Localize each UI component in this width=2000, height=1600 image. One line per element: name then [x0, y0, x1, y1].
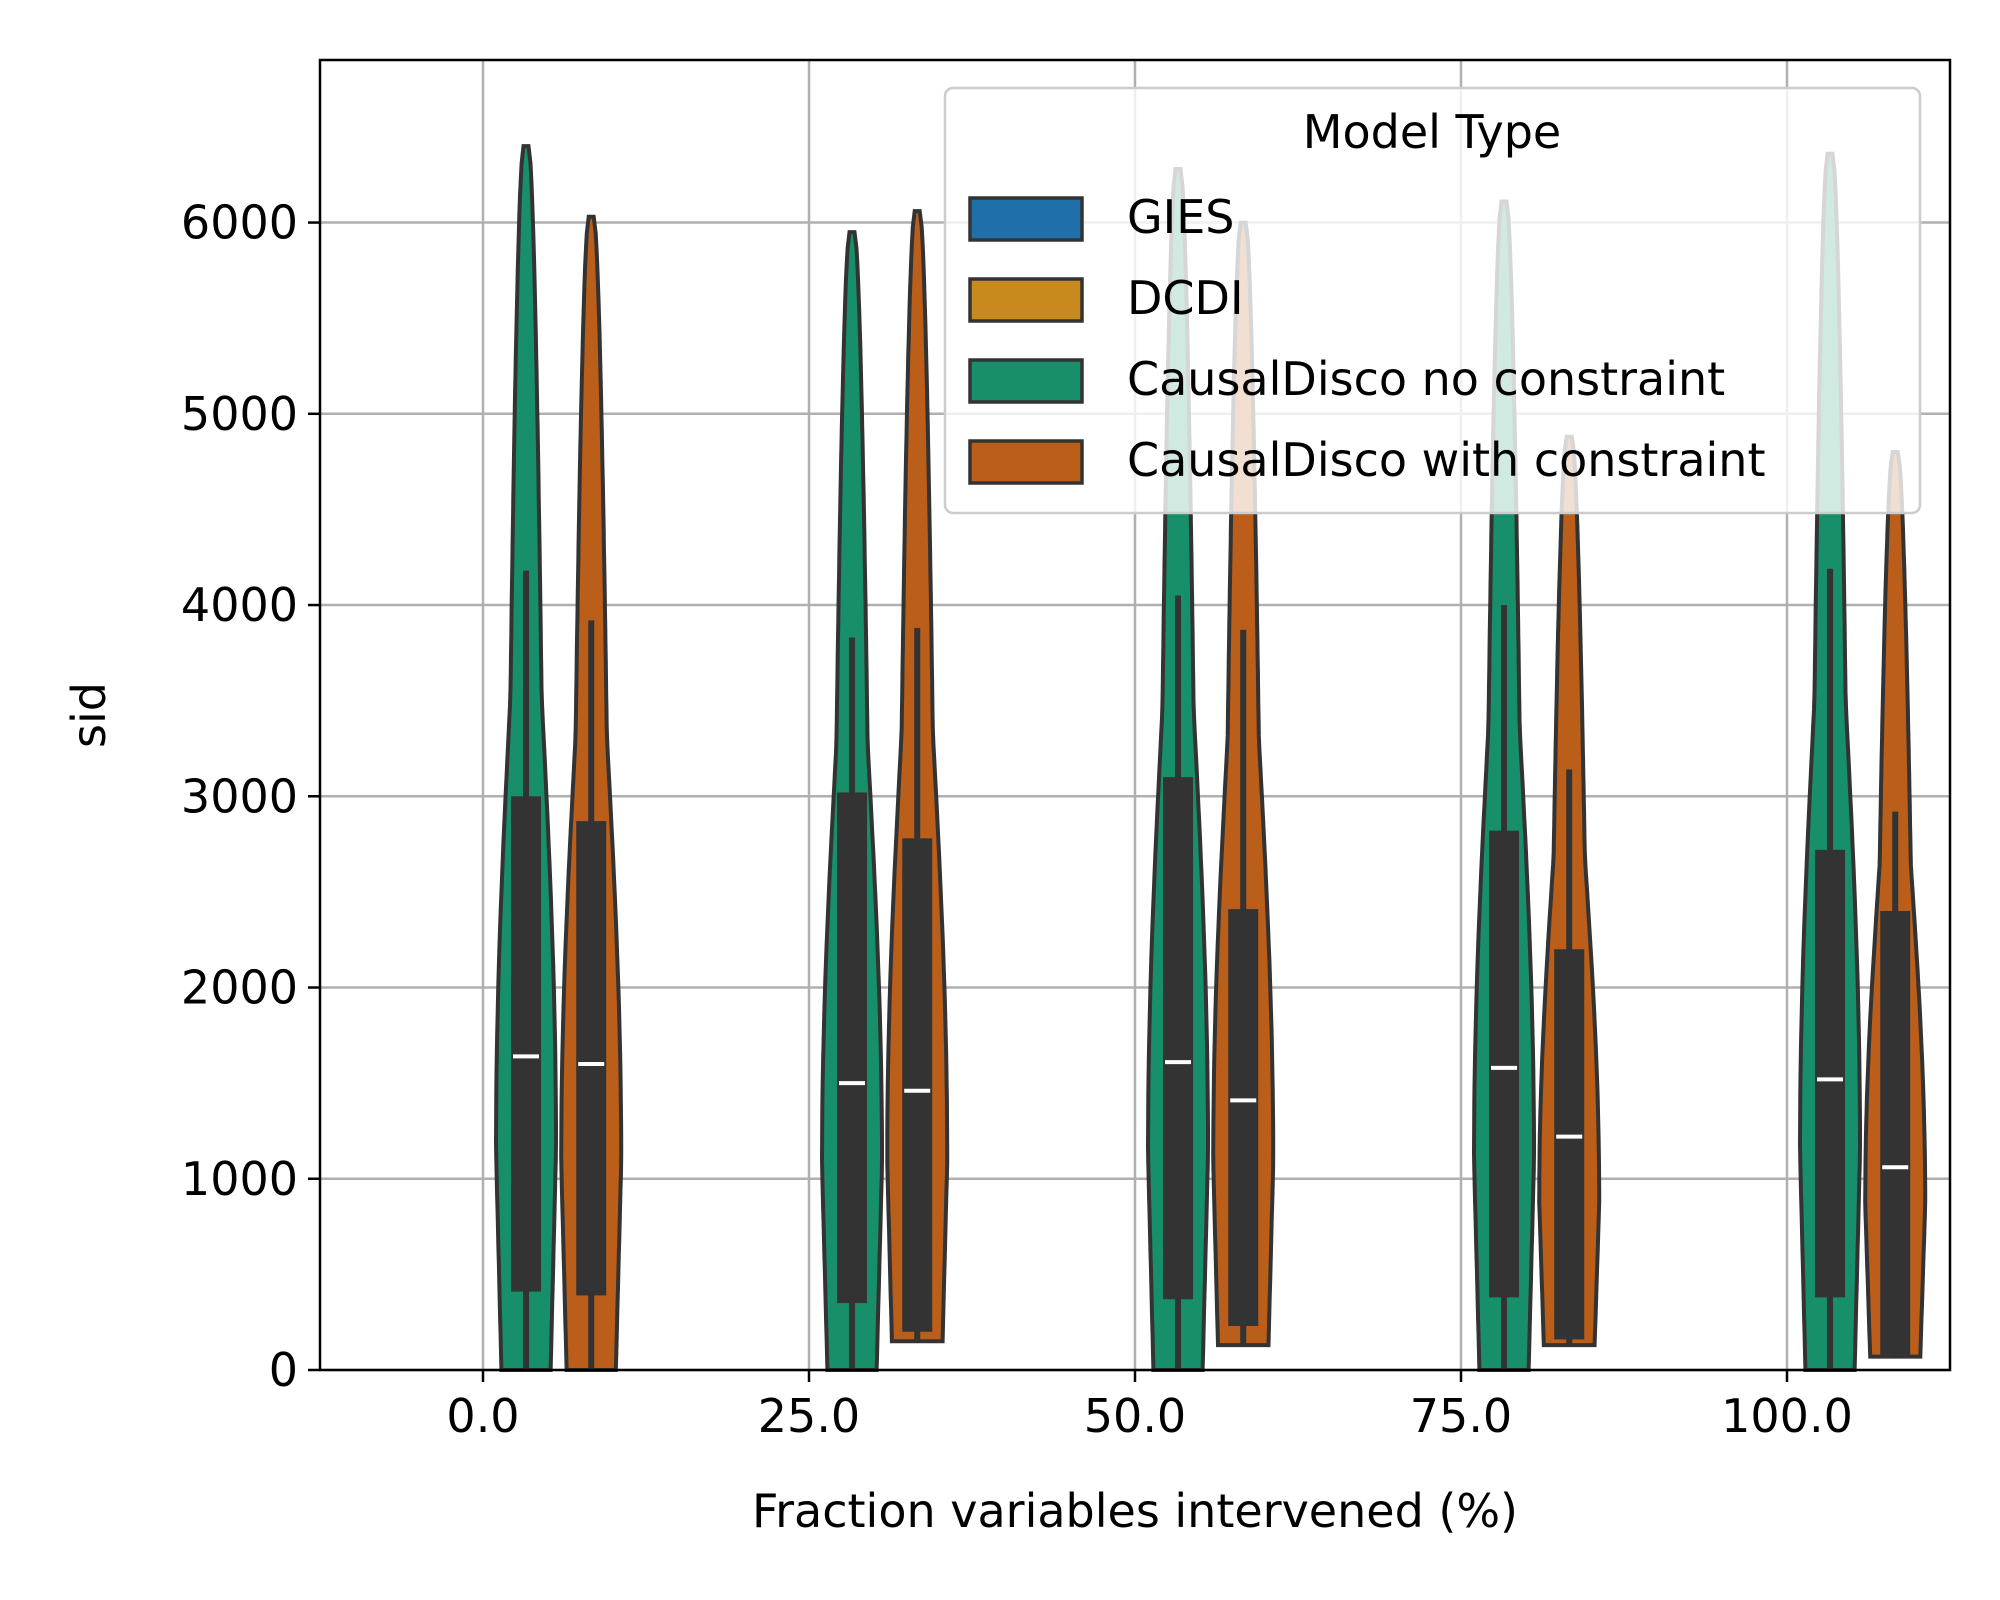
x-tick-label: 50.0	[1084, 1389, 1186, 1443]
x-tick-label: 0.0	[446, 1389, 519, 1443]
violin-layer	[493, 144, 1928, 1372]
y-axis: 0 1000 2000 3000 4000 5000 6000	[181, 196, 320, 1397]
legend-box	[943, 86, 1922, 515]
legend-swatch	[968, 277, 1084, 323]
legend-swatch	[968, 439, 1084, 485]
violin-iqr-box	[1554, 949, 1585, 1340]
y-tick-label: 3000	[181, 769, 298, 823]
violin-iqr-box	[1880, 911, 1911, 1355]
violin-iqr-box	[1815, 849, 1846, 1298]
legend-swatch	[968, 196, 1084, 242]
x-tick-label: 25.0	[758, 1389, 860, 1443]
legend-label: GIES	[1127, 190, 1234, 244]
violin-iqr-box	[902, 838, 933, 1332]
violin-iqr-box	[576, 821, 607, 1296]
x-axis: 0.0 25.0 50.0 75.0 100.0	[446, 1370, 1853, 1443]
y-tick-label: 5000	[181, 387, 298, 441]
legend-swatch	[968, 358, 1084, 404]
y-tick-label: 2000	[181, 961, 298, 1015]
legend-label: DCDI	[1127, 271, 1244, 325]
violin-iqr-box	[837, 792, 868, 1304]
legend-label: CausalDisco with constraint	[1127, 433, 1766, 487]
violin-iqr-box	[511, 796, 542, 1292]
y-tick-label: 1000	[181, 1152, 298, 1206]
x-axis-label: Fraction variables intervened (%)	[752, 1484, 1518, 1538]
legend-label: CausalDisco no constraint	[1127, 352, 1725, 406]
y-tick-label: 0	[269, 1343, 298, 1397]
violin-iqr-box	[1228, 909, 1259, 1327]
series-causaldisco-with-constraint	[559, 209, 1928, 1372]
x-tick-label: 100.0	[1721, 1389, 1853, 1443]
violin-iqr-box	[1163, 777, 1194, 1300]
violin-iqr-box	[1489, 830, 1520, 1298]
y-axis-label: sid	[62, 682, 116, 748]
legend: Model Type GIES DCDI CausalDisco no constr…	[943, 86, 1922, 515]
legend-title: Model Type	[1303, 105, 1561, 159]
x-tick-label: 75.0	[1410, 1389, 1512, 1443]
y-tick-label: 6000	[181, 196, 298, 250]
series-causaldisco-no-constraint	[493, 144, 1862, 1372]
y-tick-label: 4000	[181, 578, 298, 632]
